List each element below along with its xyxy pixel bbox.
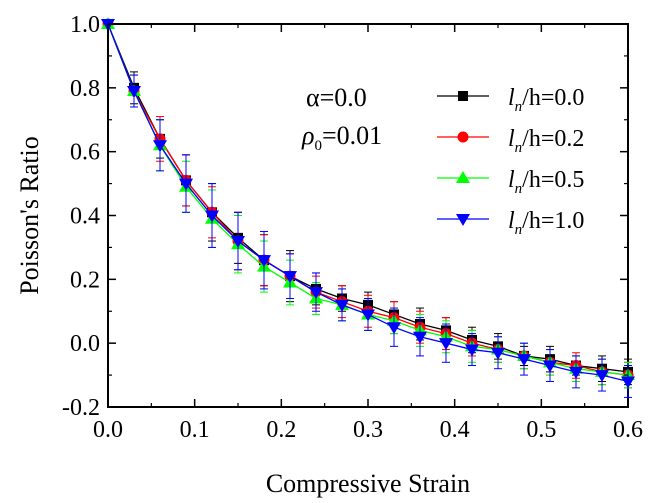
- legend-item-3: ln/h=1.0: [437, 208, 584, 238]
- data-point: [205, 210, 219, 223]
- legend-item-0: ln/h=0.0: [437, 85, 584, 115]
- y-axis-title: Poisson's Ratio: [15, 136, 44, 295]
- y-tick-label: -0.2: [62, 395, 100, 421]
- y-tick-label: 0.2: [70, 267, 100, 293]
- x-tick-label: 0.5: [526, 417, 556, 443]
- legend-label-subscript: n: [515, 140, 523, 156]
- legend-label: ln/h=0.2: [508, 126, 584, 156]
- data-point: [543, 360, 557, 373]
- rho-subscript: 0: [314, 138, 322, 154]
- data-point: [335, 299, 349, 312]
- legend-label-l: l: [508, 126, 515, 152]
- legend-label-value: /h=0.2: [522, 126, 584, 152]
- series-layer: [101, 17, 635, 398]
- data-point: [127, 86, 141, 99]
- legend-label-l: l: [508, 85, 515, 111]
- x-tick-label: 0.2: [266, 417, 296, 443]
- y-tick-label: 0.8: [70, 76, 100, 102]
- y-tick-label: 0.6: [70, 140, 100, 166]
- series-3: [101, 19, 635, 398]
- legend-label-l: l: [508, 208, 515, 234]
- legend-label-subscript: n: [515, 99, 523, 115]
- data-point: [569, 366, 583, 379]
- data-point: [361, 309, 375, 322]
- legend-label-l: l: [508, 167, 515, 193]
- series-2: [101, 17, 635, 389]
- y-tick-label: 0.4: [70, 204, 100, 230]
- data-point: [283, 271, 297, 284]
- rho-value: =0.01: [322, 121, 382, 150]
- legend-item-2: ln/h=0.5: [437, 167, 584, 197]
- data-point: [413, 331, 427, 344]
- legend-item-1: ln/h=0.2: [437, 126, 584, 156]
- data-point: [153, 140, 167, 153]
- x-tick-label: 0.0: [93, 417, 123, 443]
- data-point: [621, 376, 635, 389]
- legend-marker: [458, 91, 468, 101]
- y-tick-label: 1.0: [70, 12, 100, 38]
- series-1: [102, 18, 634, 389]
- legend-label-value: /h=0.5: [522, 167, 584, 193]
- data-point: [231, 236, 245, 249]
- legend-label-value: /h=1.0: [522, 208, 584, 234]
- x-tick-label: 0.4: [440, 417, 470, 443]
- x-axis-title: Compressive Strain: [266, 469, 470, 498]
- data-point: [309, 287, 323, 300]
- legend-label-subscript: n: [515, 222, 523, 238]
- legend-marker: [456, 171, 470, 183]
- data-point: [387, 322, 401, 335]
- data-point: [179, 178, 193, 191]
- legend-label-value: /h=0.0: [522, 85, 584, 111]
- data-point: [517, 354, 531, 367]
- data-point: [491, 347, 505, 360]
- legend-label: ln/h=0.0: [508, 85, 584, 115]
- x-tick-label: 0.6: [613, 417, 643, 443]
- rho-annotation: ρ0=0.01: [301, 121, 382, 154]
- legend-marker: [456, 214, 470, 226]
- legend: ln/h=0.0ln/h=0.2ln/h=0.5ln/h=1.0: [437, 85, 584, 238]
- alpha-annotation: α=0.0: [306, 83, 367, 112]
- legend-label: ln/h=1.0: [508, 208, 584, 238]
- data-point: [465, 344, 479, 357]
- data-point: [595, 370, 609, 383]
- legend-label: ln/h=0.5: [508, 167, 584, 197]
- rho-symbol: ρ: [301, 121, 314, 150]
- data-point: [439, 338, 453, 351]
- data-point: [257, 255, 271, 268]
- x-tick-label: 0.1: [180, 417, 210, 443]
- y-tick-label: 0.0: [70, 331, 100, 357]
- legend-label-subscript: n: [515, 181, 523, 197]
- x-tick-label: 0.3: [353, 417, 383, 443]
- legend-marker: [457, 131, 469, 143]
- ticks-layer: 0.0 0.1 0.2 0.3 0.4 0.5 0.6-0.20.00.20.40.60.8…: [62, 12, 643, 443]
